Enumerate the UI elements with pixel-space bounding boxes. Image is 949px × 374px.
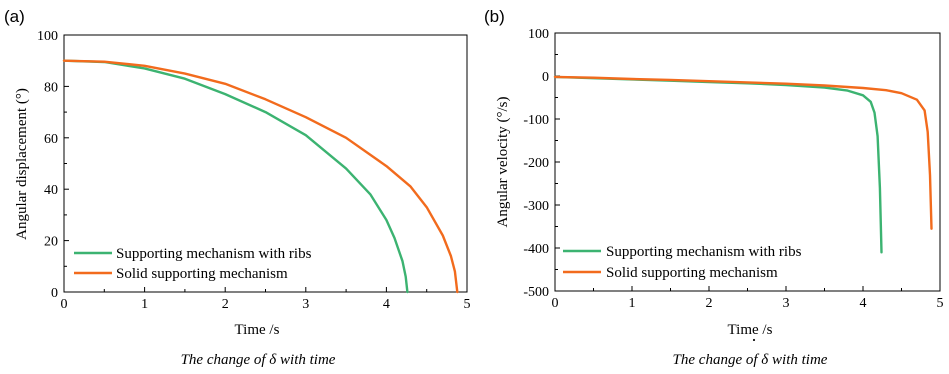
panel-a-ylabel: Angular displacement (°) [14,88,30,240]
y-tick-label: 100 [528,27,549,42]
panel-a-axes: 0 1 2 3 4 5 0 20 40 60 80 100 [37,29,471,312]
panel-b-caption: The change of δ with time [673,352,828,368]
x-tick-label: 3 [302,297,309,312]
y-tick-label: 100 [37,29,58,44]
x-tick-label: 0 [61,297,68,312]
y-tick-label: -100 [523,113,549,128]
panel-a-xlabel: Time /s [235,322,280,338]
panel-b: (b) 0 1 2 3 4 5 100 0 -100 -200 -300 -400 -500 Time … [484,7,944,368]
panel-b-ylabel: Angular velocity (°/s) [495,97,511,228]
y-tick-label: -200 [523,156,549,171]
y-tick-label: 0 [51,286,58,301]
legend-label-solid: Solid supporting mechanism [116,266,288,282]
y-tick-label: 20 [44,235,58,250]
panel-a: (a) 0 1 2 3 4 5 0 20 40 60 80 100 Time /s Angular d… [4,7,471,368]
y-tick-label: -500 [523,285,549,300]
legend-label-solid: Solid supporting mechanism [606,265,778,281]
x-tick-label: 5 [464,297,471,312]
x-tick-label: 4 [383,297,390,312]
y-tick-label: 80 [44,80,58,95]
panel-a-legend: Supporting mechanism with ribs Solid sup… [74,246,312,282]
caption-suffix: with time [768,352,828,368]
x-tick-label: 4 [860,296,867,311]
panel-b-axes: 0 1 2 3 4 5 100 0 -100 -200 -300 -400 -500 [523,27,943,311]
y-tick-label: -300 [523,199,549,214]
y-tick-label: -400 [523,242,549,257]
panel-a-letter: (a) [4,7,25,26]
caption-symbol: δ [761,352,769,368]
panel-b-xlabel: Time /s [728,322,773,338]
caption-dot-accent: · [751,330,757,350]
x-tick-label: 1 [141,297,148,312]
panel-b-legend: Supporting mechanism with ribs Solid sup… [563,244,802,281]
panel-b-letter: (b) [484,7,505,26]
legend-label-ribs: Supporting mechanism with ribs [606,244,802,260]
caption-prefix: The change of [673,352,762,368]
panel-a-caption: The change of δ with time [181,352,336,368]
x-tick-label: 2 [706,296,713,311]
x-tick-label: 5 [937,296,944,311]
x-tick-label: 1 [629,296,636,311]
y-tick-label: 40 [44,183,58,198]
x-tick-label: 0 [552,296,559,311]
x-tick-label: 2 [222,297,229,312]
series-line-ribs [62,59,409,294]
y-tick-label: 60 [44,132,58,147]
series-line-ribs [553,75,883,254]
x-tick-label: 3 [783,296,790,311]
legend-label-ribs: Supporting mechanism with ribs [116,246,312,262]
series-line-solid [62,59,459,294]
y-tick-label: 0 [542,70,549,85]
series-line-solid [553,75,933,230]
